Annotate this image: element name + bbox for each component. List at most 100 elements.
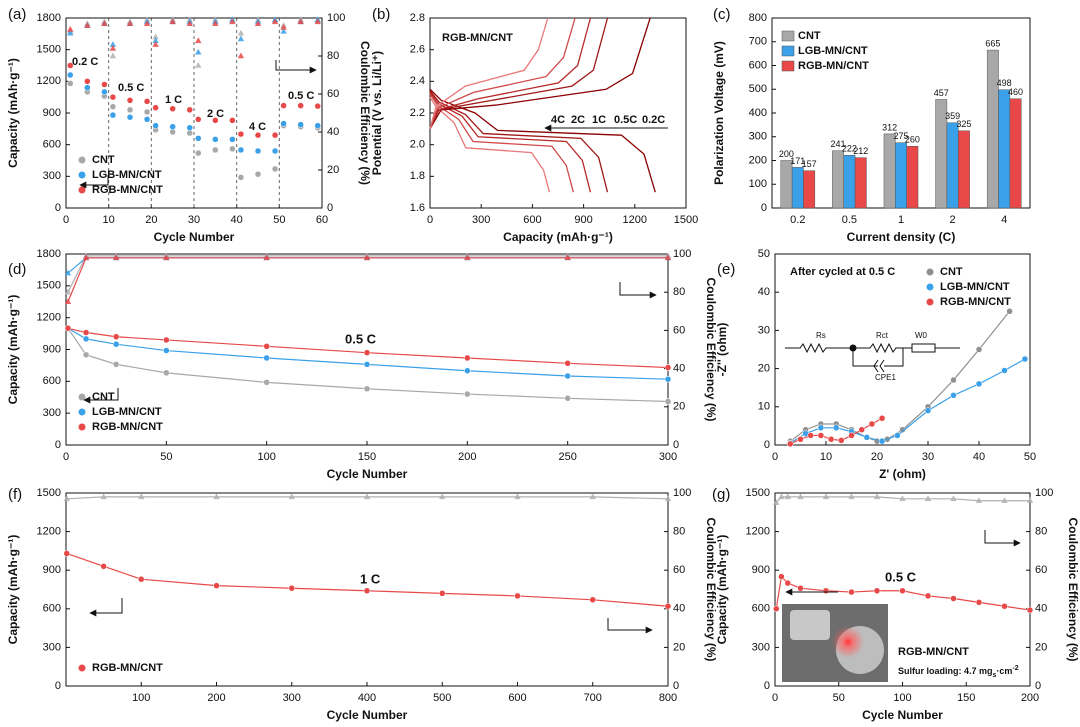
- legend-label: CNT: [92, 391, 115, 403]
- point: [1001, 602, 1008, 610]
- series-line: [67, 255, 668, 293]
- point: [773, 605, 780, 613]
- x-tick-label: 250: [558, 451, 576, 463]
- point: [229, 145, 236, 153]
- data-label: 157: [802, 159, 817, 169]
- legend-marker: [78, 156, 86, 164]
- ce-point: [195, 48, 202, 55]
- x-tick-label: 50: [1024, 451, 1036, 463]
- ce-point: [280, 24, 287, 30]
- point: [84, 84, 91, 91]
- x-tick-label: 0.2: [790, 214, 805, 226]
- point: [212, 146, 219, 154]
- ce-point: [109, 41, 117, 47]
- point: [868, 420, 876, 428]
- point: [873, 587, 881, 595]
- x-axis-label: Capacity (mAh·g⁻¹): [503, 230, 613, 244]
- series-line: [66, 496, 669, 500]
- ce-point: [297, 18, 304, 25]
- bar: [998, 89, 1011, 209]
- point: [143, 98, 151, 105]
- y-tick-label: 1500: [37, 487, 61, 499]
- data-label: 359: [945, 111, 960, 121]
- point: [237, 146, 245, 154]
- annotation: 2 C: [207, 108, 224, 120]
- bar: [906, 146, 919, 209]
- y-tick-label: 100: [749, 178, 767, 190]
- x-tick-label: 150: [358, 451, 376, 463]
- y2-tick-label: 20: [1035, 641, 1047, 653]
- guide-arrow: [619, 282, 657, 299]
- point: [195, 116, 202, 123]
- point: [464, 354, 471, 362]
- point: [212, 136, 219, 143]
- y-tick-label: 0: [761, 202, 767, 214]
- panel: (g) 0 300 600 900 1200 1500 0 20 40 60 80 100 0 50 100 1…: [712, 486, 1080, 722]
- data-label: 241: [831, 139, 846, 149]
- ce-point: [64, 288, 72, 295]
- point: [848, 432, 855, 439]
- x-tick-label: 2: [950, 214, 956, 226]
- annotation: 1C: [592, 114, 606, 126]
- y2-axis-label: Coulombic Efficiency (%): [704, 517, 718, 661]
- y2-tick-label: 0: [1035, 680, 1041, 692]
- point: [827, 436, 835, 443]
- x-tick-label: 0: [63, 451, 69, 463]
- point: [195, 149, 202, 157]
- data-label: 275: [893, 131, 908, 141]
- x-tick-label: 20: [145, 214, 157, 226]
- y-tick-label: 0: [764, 439, 770, 451]
- ce-point: [82, 254, 90, 261]
- y2-axis-label: Coulombic Efficiency (%): [1066, 517, 1080, 661]
- y-tick-label: 2.0: [410, 139, 425, 151]
- panel-label: (f): [8, 486, 22, 503]
- y-tick-label: 1800: [37, 12, 61, 24]
- x-tick-label: 1: [898, 214, 904, 226]
- x-axis-label: Cycle Number: [327, 467, 408, 481]
- ce-point: [67, 25, 74, 32]
- point: [564, 395, 571, 402]
- decorations: [782, 342, 960, 682]
- point: [858, 426, 865, 433]
- bar: [895, 142, 907, 209]
- series-line: [67, 257, 668, 302]
- guide-arrow: [984, 530, 1021, 547]
- point: [363, 349, 371, 356]
- point: [439, 590, 446, 597]
- ce-point: [950, 495, 957, 502]
- circuit: [785, 342, 960, 373]
- bar: [958, 130, 970, 209]
- y-tick-label: 1200: [37, 75, 61, 87]
- point: [664, 375, 672, 383]
- series-line: [429, 17, 651, 130]
- ce-point: [924, 495, 932, 502]
- ce-point: [778, 493, 785, 500]
- ce-point: [288, 493, 295, 500]
- point: [950, 376, 957, 384]
- ce-point: [363, 493, 371, 500]
- point: [263, 343, 270, 350]
- legend-label: RGB-MN/CNT: [940, 296, 1011, 308]
- x-tick-label: 40: [973, 451, 985, 463]
- legend-label: RGB-MN/CNT: [92, 184, 163, 196]
- point: [564, 372, 571, 380]
- point: [163, 347, 170, 354]
- y-tick-label: 2.2: [410, 107, 425, 119]
- point: [126, 113, 134, 121]
- annotation-part: -2: [1012, 665, 1018, 672]
- legend-label: CNT: [940, 266, 963, 278]
- y-tick-label: 900: [752, 564, 770, 576]
- x-tick-label: 100: [257, 451, 275, 463]
- x-tick-label: 20: [871, 451, 883, 463]
- y2-tick-label: 0: [327, 202, 333, 214]
- legend-label: RGB-MN/CNT: [92, 662, 163, 674]
- legend-swatch: [781, 30, 795, 42]
- ce-point: [100, 493, 107, 500]
- point: [254, 147, 262, 155]
- ce-point: [229, 18, 236, 25]
- y-tick-label: 0: [55, 439, 61, 451]
- point: [464, 390, 471, 398]
- x-tick-label: 0: [772, 451, 778, 463]
- point: [152, 122, 159, 129]
- point: [67, 62, 74, 69]
